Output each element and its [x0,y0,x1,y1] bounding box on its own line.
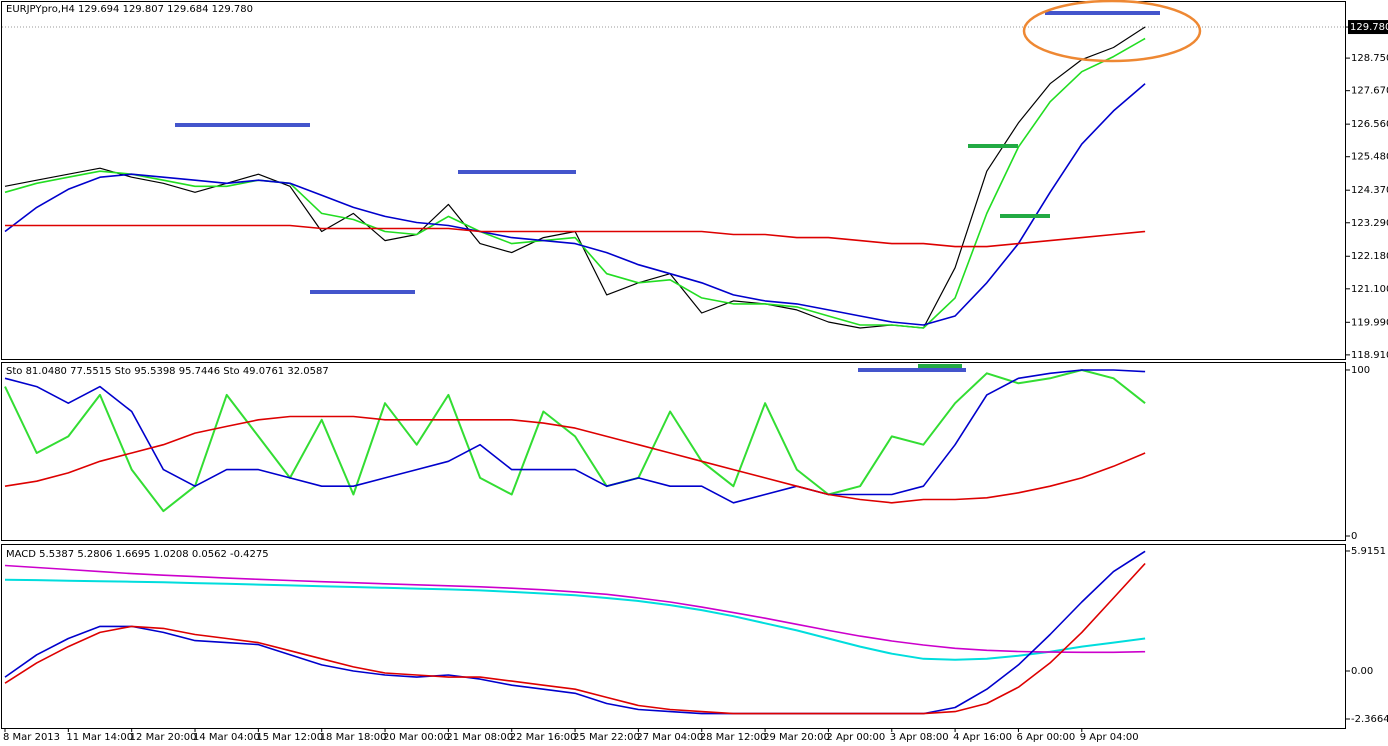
x-tick-label: 12 Mar 20:00 [130,732,197,743]
indicator-line [4,578,1146,661]
x-tick-label: 28 Mar 12:00 [700,732,767,743]
y-tick-label: -2.3664 [1351,714,1388,725]
indicator-line [4,415,1146,504]
x-tick-label: 20 Mar 00:00 [383,732,450,743]
x-tick-label: 18 Mar 18:00 [320,732,387,743]
indicator-line [4,550,1146,715]
indicator-line [4,369,1146,504]
y-tick-label: 5.9151 [1351,546,1386,557]
x-tick-label: 14 Mar 04:00 [193,732,260,743]
x-tick-label: 27 Mar 04:00 [636,732,703,743]
indicator-line [5,224,1146,248]
indicator-line [4,562,1146,715]
x-tick-label: 22 Mar 16:00 [510,732,577,743]
x-tick-label: 9 Apr 04:00 [1080,732,1139,743]
y-tick-label: 0.00 [1351,666,1373,677]
x-tick-label: 25 Mar 22:00 [573,732,640,743]
annotations [175,0,1202,372]
x-tick-label: 8 Mar 2013 [3,732,60,743]
macd-panel [1,544,1346,729]
price-panel [1,1,1346,360]
y-tick-label: 126.560 [1351,119,1388,130]
x-tick-label: 2 Apr 00:00 [826,732,885,743]
stochastic-panel [1,362,1346,541]
y-tick-label: 124.370 [1351,185,1388,196]
symbol-header: EURJPYpro,H4 129.694 129.807 129.684 129… [6,4,253,15]
x-tick-label: 21 Mar 08:00 [446,732,513,743]
y-tick-label: 0 [1351,531,1357,542]
y-tick-label: 129.780 [1350,22,1388,33]
x-tick-label: 11 Mar 14:00 [66,732,133,743]
stochastic-header: Sto 81.0480 77.5515 Sto 95.5398 95.7446 … [6,366,329,377]
current-price-box [1348,20,1388,35]
y-tick-label: 127.670 [1351,86,1388,97]
y-tick-label: 122.180 [1351,251,1388,262]
y-tick-label: 128.750 [1351,53,1388,64]
macd-header: MACD 5.5387 5.2806 1.6695 1.0208 0.0562 … [6,549,269,560]
x-tick-label: 29 Mar 20:00 [763,732,830,743]
x-tick-label: 4 Apr 16:00 [953,732,1012,743]
y-tick-label: 121.100 [1351,284,1388,295]
indicator-line [4,83,1146,326]
y-tick-label: 118.910 [1351,350,1388,361]
y-tick-label: 100 [1351,365,1370,376]
y-tick-label: 119.990 [1351,317,1388,328]
indicator-line [4,564,1146,654]
x-tick-label: 6 Apr 00:00 [1016,732,1075,743]
indicator-line [4,37,1146,329]
y-tick-label: 125.480 [1351,152,1388,163]
x-tick-label: 3 Apr 08:00 [890,732,949,743]
x-tick-label: 15 Mar 12:00 [256,732,323,743]
y-tick-label: 123.290 [1351,218,1388,229]
